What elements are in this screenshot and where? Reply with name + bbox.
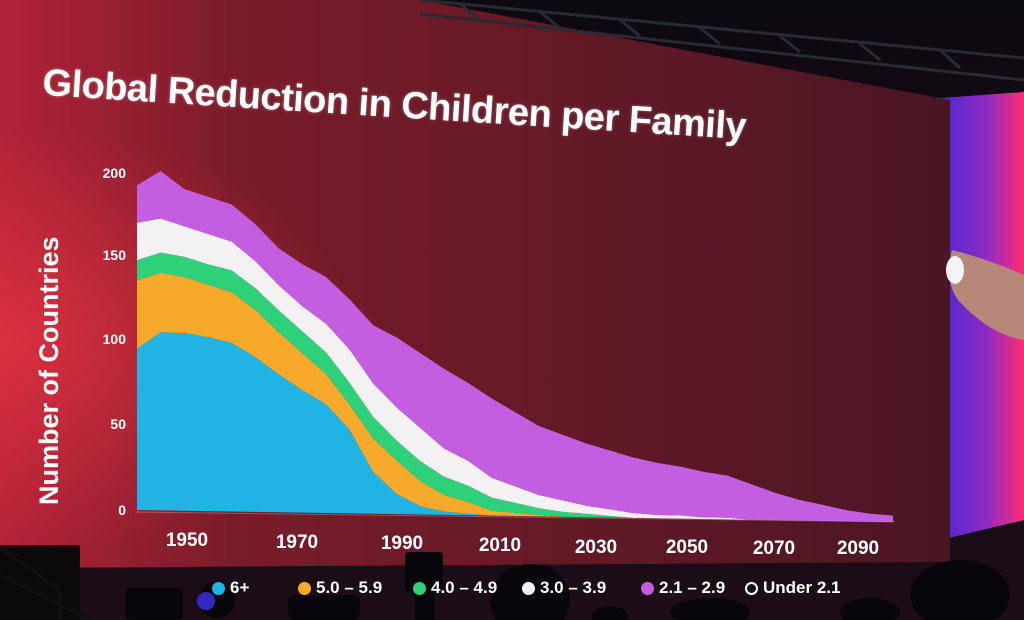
x-tick-label: 2090 <box>836 538 880 559</box>
legend-marker-icon <box>522 581 535 595</box>
x-tick-label: 1970 <box>275 532 319 553</box>
y-tick-label: 150 <box>102 247 126 263</box>
legend-marker-icon <box>212 581 225 595</box>
legend-item-2.1-2.9: 2.1 – 2.9 <box>641 578 725 598</box>
legend-label: 5.0 – 5.9 <box>316 578 383 597</box>
y-tick-label: 200 <box>102 165 126 181</box>
x-tick-label: 2070 <box>752 538 796 559</box>
legend-label: 6+ <box>230 578 250 597</box>
legend-marker-icon <box>298 581 311 595</box>
stacked-area-chart <box>137 171 893 522</box>
lighting-truss <box>419 0 1024 82</box>
y-axis-label: Number of Countries <box>34 236 64 505</box>
legend-label: 4.0 – 4.9 <box>431 578 498 597</box>
legend-item-5-5.9: 5.0 – 5.9 <box>298 578 382 598</box>
legend-marker-icon <box>413 581 426 595</box>
legend-label: 3.0 – 3.9 <box>540 578 607 597</box>
presenter-hand <box>946 256 964 284</box>
x-tick-label: 1990 <box>380 533 424 554</box>
presenter-arm <box>949 250 1024 340</box>
legend-marker-icon <box>641 581 654 595</box>
railing <box>0 546 91 620</box>
y-tick-label: 50 <box>110 416 126 432</box>
area-series-4 <box>137 171 893 522</box>
legend-label: 2.1 – 2.9 <box>659 578 726 597</box>
legend-item-3-3.9: 3.0 – 3.9 <box>522 578 606 598</box>
area-series-3 <box>137 218 893 522</box>
y-tick-label: 100 <box>102 331 126 347</box>
legend-label: Under 2.1 <box>763 578 841 597</box>
x-tick-label: 2030 <box>574 537 618 558</box>
area-series-1 <box>137 272 893 522</box>
legend-item-under-2.1: Under 2.1 <box>745 578 840 598</box>
x-tick-label: 2010 <box>478 535 522 556</box>
x-tick-label: 1950 <box>165 530 209 551</box>
camera-light <box>197 592 215 610</box>
x-tick-label: 2050 <box>665 537 709 558</box>
legend-item-4-4.9: 4.0 – 4.9 <box>413 578 497 598</box>
x-axis-line <box>134 511 896 523</box>
legend-item-6-plus: 6+ <box>212 578 249 598</box>
legend-marker-icon <box>745 581 758 595</box>
area-series-0 <box>137 332 893 522</box>
y-tick-label: 0 <box>118 502 126 518</box>
area-series-2 <box>137 252 893 522</box>
